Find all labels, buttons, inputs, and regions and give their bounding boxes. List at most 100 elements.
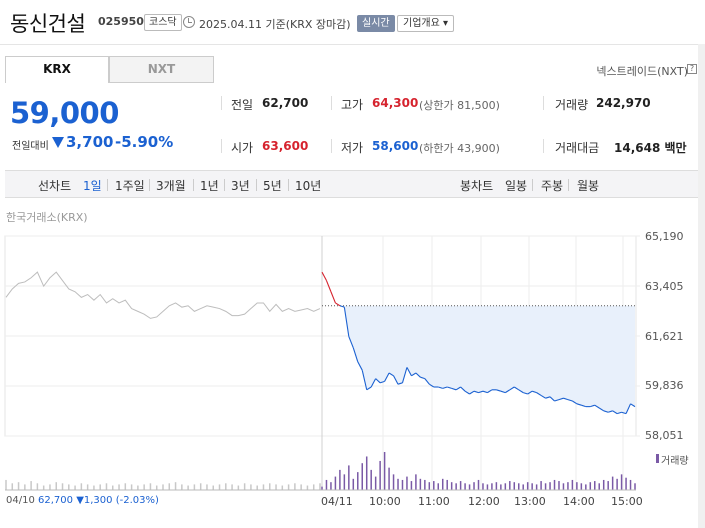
quote-date: 2025.04.11 기준(KRX 장마감) [199,18,351,31]
period-divider [288,179,289,191]
price-segment [625,403,632,414]
price-segment [352,347,359,362]
price-segment [366,386,372,391]
candle-daily[interactable]: 일봉 [505,179,528,193]
price-segment [464,390,470,395]
price-segment [460,386,466,392]
y-tick-label: 63,405 [645,280,684,293]
below-reference-area [322,305,635,414]
candle-weekly[interactable]: 주봉 [541,179,564,193]
period-divider [193,179,194,191]
price-segment [563,397,569,401]
stat-divider [543,139,544,153]
help-icon[interactable]: ? [687,64,697,74]
price-segment [370,378,377,388]
price-segment [581,404,586,408]
prev-day-change: ▼1,300 [76,495,113,506]
period-3m[interactable]: 3개월 [156,179,186,193]
stock-header: 동신건설 025950 코스닥 2025.04.11 기준(KRX 장마감) 실… [0,0,705,44]
price-segment [343,307,350,337]
x-tick-label: 12:00 [468,495,500,508]
price-chart[interactable] [0,228,698,528]
high-value: 64,300 [372,96,419,110]
price-segment [558,397,564,401]
volume-value: 242,970 [596,96,651,110]
candle-monthly[interactable]: 월봉 [577,179,600,193]
x-tick-label: 15:00 [611,495,643,508]
prev-close-value: 62,700 [262,96,309,110]
x-tick-label: 14:00 [563,495,595,508]
price-segment [594,404,600,409]
stat-divider [221,96,222,110]
period-3y[interactable]: 3년 [231,179,250,193]
price-segment [531,390,537,394]
price-segment [576,403,582,406]
y-tick-label: 58,051 [645,429,684,442]
price-segment [590,404,595,408]
nextrade-link[interactable]: 넥스트레이드(NXT) [596,65,688,78]
period-1y[interactable]: 1년 [200,179,219,193]
stat-divider [221,139,222,153]
volume-label: 거래량 [555,98,589,112]
period-10y[interactable]: 10년 [295,179,322,193]
chevron-down-icon: ▾ [443,18,449,29]
price-segment [567,399,573,402]
company-overview-button[interactable]: 기업개요 ▾ [397,15,455,32]
price-segment [384,372,390,382]
price-segment [429,383,435,388]
period-5y[interactable]: 5년 [263,179,282,193]
price-segment [339,305,345,308]
price-segment [330,291,336,304]
price-segment [325,280,332,292]
lower-limit: (하한가 43,900) [419,142,500,155]
x-tick-label: 04/11 [321,495,353,508]
price-segment [442,386,448,389]
current-price: 59,000 [10,96,119,130]
price-segment [473,390,479,394]
stat-divider [543,96,544,110]
tab-nxt[interactable]: NXT [109,56,214,83]
price-segment [393,375,399,385]
clock-icon [183,16,195,28]
price-segment [401,367,408,383]
x-tick-label: 10:00 [369,495,401,508]
tab-krx[interactable]: KRX [5,56,109,83]
price-segment [321,271,327,281]
line-chart-label: 선차트 [38,179,72,193]
period-1d[interactable]: 1일 [83,179,102,193]
open-value: 63,600 [262,139,309,153]
change-label: 전일대비 [12,141,49,152]
price-segment [509,386,515,391]
live-button[interactable]: 실시간 [357,15,395,32]
price-segment [388,372,394,377]
prev-day-pct: (-2.03%) [115,495,159,506]
price-segment [415,372,421,378]
price-segment [549,396,555,402]
price-change: 3,700 [66,133,114,151]
down-arrow-icon [52,137,64,148]
y-tick-label: 59,836 [645,379,684,392]
price-segment [616,411,622,415]
prev-day-info: 04/10 62,700 ▼1,300 (-2.03%) [6,495,159,506]
right-scrollbar[interactable] [698,44,705,528]
company-overview-label: 기업개요 [403,18,440,29]
price-segment [527,390,533,395]
price-segment [379,380,385,384]
stat-divider [331,96,332,110]
period-1w[interactable]: 1주일 [115,179,145,193]
price-change-percent: -5.90% [115,133,174,151]
price-segment [621,411,627,415]
price-segment [554,399,560,402]
high-label: 고가 [341,98,364,112]
low-label: 저가 [341,141,364,155]
prev-day-line [5,271,321,319]
period-divider [256,179,257,191]
price-segment [487,389,493,394]
price-segment [513,386,520,391]
amount-label: 거래대금 [555,141,600,155]
stock-name: 동신건설 [10,12,86,36]
y-tick-label: 61,621 [645,330,684,343]
price-segment [447,386,452,389]
price-segment [424,378,430,385]
price-segment [545,396,551,399]
